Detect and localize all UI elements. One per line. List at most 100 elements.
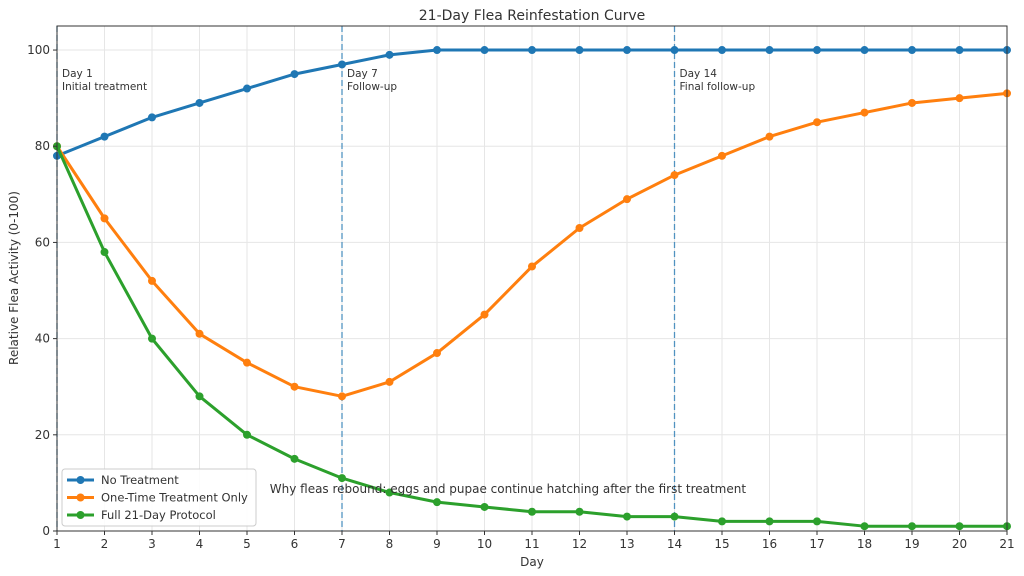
series-lines: [53, 46, 1011, 531]
reference-label: Day 14: [680, 68, 718, 80]
data-point: [480, 310, 489, 319]
x-tick-label: 16: [762, 537, 777, 551]
x-tick-label: 9: [433, 537, 441, 551]
y-tick-label: 20: [35, 428, 50, 442]
reference-sublabel: Initial treatment: [62, 81, 147, 93]
data-point: [243, 84, 251, 93]
y-tick-label: 60: [35, 235, 50, 249]
x-tick-label: 2: [101, 537, 109, 551]
data-point: [148, 276, 156, 285]
data-point: [100, 214, 109, 223]
data-point: [480, 502, 489, 511]
data-point: [765, 46, 774, 55]
legend: No Treatment One-Time Treatment Only Full …: [61, 468, 257, 527]
data-point: [860, 46, 869, 55]
data-point: [148, 113, 156, 122]
x-tick-label: 14: [667, 537, 682, 551]
data-point: [718, 517, 726, 526]
data-point: [623, 195, 631, 204]
data-point: [765, 132, 774, 141]
x-tick-label: 17: [809, 537, 824, 551]
data-point: [385, 50, 394, 59]
y-tick-label: 40: [35, 332, 50, 346]
data-point: [290, 70, 299, 79]
data-point: [195, 98, 204, 107]
data-point: [670, 512, 679, 521]
x-axis-label: Day: [520, 555, 544, 569]
legend-label: No Treatment: [101, 473, 179, 487]
data-point: [813, 517, 821, 526]
reference-label: Day 1: [62, 68, 93, 80]
data-point: [860, 522, 869, 531]
reference-label: Day 7: [347, 68, 378, 80]
data-point: [955, 522, 964, 531]
data-point: [385, 377, 394, 386]
data-point: [813, 46, 821, 55]
x-tick-label: 15: [714, 537, 729, 551]
x-tick-label: 19: [904, 537, 919, 551]
data-point: [765, 517, 774, 526]
rebound-annotation: Why fleas rebound: eggs and pupae contin…: [270, 482, 747, 496]
data-point: [575, 507, 584, 516]
legend-label: One-Time Treatment Only: [101, 491, 248, 505]
x-tick-label: 18: [857, 537, 872, 551]
legend-box: [61, 468, 257, 527]
x-tick-label: 3: [148, 537, 156, 551]
y-tick-label: 100: [27, 43, 50, 57]
data-point: [100, 132, 109, 141]
data-point: [385, 488, 394, 497]
data-point: [290, 454, 299, 463]
data-point: [908, 46, 916, 55]
x-tick-label: 8: [386, 537, 394, 551]
x-tick-label: 1: [53, 537, 61, 551]
x-tick-label: 7: [338, 537, 346, 551]
data-point: [433, 46, 441, 55]
data-point: [813, 118, 821, 127]
axis-ticks: 1 2 3 4 5 6 7 8 9 10 11 12 13 14 15 16 17 18 19 20 210204060…: [27, 43, 1015, 551]
y-axis-label: Relative Flea Activity (0-100): [7, 191, 21, 365]
data-point: [955, 46, 964, 55]
data-point: [148, 334, 156, 343]
data-point: [243, 358, 251, 367]
x-tick-label: 11: [524, 537, 539, 551]
data-point: [908, 98, 916, 107]
data-point: [290, 382, 299, 391]
reference-sublabel: Final follow-up: [680, 81, 756, 93]
x-tick-label: 20: [952, 537, 967, 551]
data-point: [575, 224, 584, 232]
x-tick-label: 13: [619, 537, 634, 551]
x-tick-label: 6: [291, 537, 299, 551]
data-point: [955, 94, 964, 103]
data-point: [338, 474, 346, 483]
data-point: [908, 522, 916, 531]
data-point: [195, 329, 204, 338]
x-tick-label: 12: [572, 537, 587, 551]
data-point: [480, 46, 489, 55]
y-tick-label: 80: [35, 139, 50, 153]
data-point: [100, 248, 109, 257]
data-point: [718, 151, 726, 160]
x-tick-label: 4: [196, 537, 204, 551]
data-point: [528, 507, 536, 516]
data-point: [623, 512, 631, 521]
reference-sublabel: Follow-up: [347, 81, 397, 93]
data-point: [623, 46, 631, 55]
x-tick-label: 21: [999, 537, 1014, 551]
data-point: [718, 46, 726, 55]
chart-title: 21-Day Flea Reinfestation Curve: [419, 8, 646, 24]
data-point: [528, 46, 536, 55]
data-point: [575, 46, 584, 55]
data-point: [670, 171, 679, 180]
data-point: [860, 108, 869, 117]
data-point: [243, 430, 251, 439]
data-point: [195, 392, 204, 401]
legend-label: Full 21-Day Protocol: [101, 508, 216, 522]
data-point: [338, 60, 346, 69]
x-tick-label: 10: [477, 537, 492, 551]
y-tick-label: 0: [42, 524, 50, 538]
legend-marker: [76, 493, 85, 502]
legend-marker: [76, 511, 85, 519]
data-point: [433, 498, 441, 507]
data-point: [338, 392, 346, 401]
